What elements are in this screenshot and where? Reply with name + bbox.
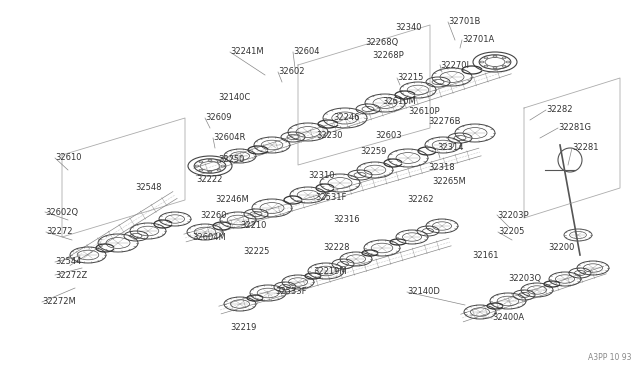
Text: 32314: 32314 — [437, 144, 463, 153]
Text: 32265M: 32265M — [432, 177, 466, 186]
Text: 32548: 32548 — [135, 183, 161, 192]
Text: 32210: 32210 — [240, 221, 266, 230]
Text: 32246M: 32246M — [215, 196, 249, 205]
Text: 32272M: 32272M — [42, 298, 76, 307]
Text: 32282: 32282 — [546, 106, 573, 115]
Text: 32316: 32316 — [333, 215, 360, 224]
Text: 32259: 32259 — [360, 148, 387, 157]
Text: A3PP 10 93: A3PP 10 93 — [589, 353, 632, 362]
Text: 32533F: 32533F — [275, 288, 307, 296]
Text: 32272Z: 32272Z — [55, 270, 87, 279]
Text: 32610M: 32610M — [382, 97, 416, 106]
Text: 32270I: 32270I — [440, 61, 469, 70]
Text: 32604M: 32604M — [192, 234, 226, 243]
Text: 32230: 32230 — [316, 131, 342, 140]
Text: 32272: 32272 — [46, 228, 72, 237]
Text: 32228: 32228 — [323, 244, 349, 253]
Text: 32161: 32161 — [472, 250, 499, 260]
Text: 32281G: 32281G — [558, 124, 591, 132]
Text: 32602Q: 32602Q — [45, 208, 78, 217]
Text: 32241M: 32241M — [230, 48, 264, 57]
Text: 32140C: 32140C — [218, 93, 250, 103]
Text: 32225: 32225 — [243, 247, 269, 257]
Text: 32400A: 32400A — [492, 314, 524, 323]
Text: 32268P: 32268P — [372, 51, 404, 60]
Text: 32281: 32281 — [572, 144, 598, 153]
Text: 32268Q: 32268Q — [365, 38, 398, 46]
Text: 32219M: 32219M — [313, 267, 347, 276]
Text: 32200: 32200 — [548, 244, 574, 253]
Text: 32215: 32215 — [397, 74, 424, 83]
Text: 32222: 32222 — [196, 176, 222, 185]
Text: 32603: 32603 — [375, 131, 402, 140]
Text: 32260: 32260 — [200, 211, 227, 219]
Text: 32609: 32609 — [205, 113, 232, 122]
Text: 32701B: 32701B — [448, 17, 481, 26]
Text: 32203Q: 32203Q — [508, 273, 541, 282]
Text: 32604: 32604 — [293, 48, 319, 57]
Text: 32250: 32250 — [218, 155, 244, 164]
Text: 32318: 32318 — [428, 164, 454, 173]
Text: 32262: 32262 — [407, 196, 433, 205]
Text: 32203P: 32203P — [497, 211, 529, 219]
Text: 32604R: 32604R — [213, 134, 245, 142]
Text: 32531F: 32531F — [315, 193, 346, 202]
Text: 32610: 32610 — [55, 154, 81, 163]
Text: 32544: 32544 — [55, 257, 81, 266]
Text: 32602: 32602 — [278, 67, 305, 77]
Text: 32140D: 32140D — [407, 288, 440, 296]
Text: 32219: 32219 — [230, 324, 257, 333]
Text: 32340: 32340 — [395, 23, 422, 32]
Text: 32205: 32205 — [498, 228, 524, 237]
Text: 32276B: 32276B — [428, 118, 461, 126]
Text: 32246: 32246 — [333, 113, 360, 122]
Text: 32310: 32310 — [308, 170, 335, 180]
Text: 32701A: 32701A — [462, 35, 494, 45]
Text: 32610P: 32610P — [408, 108, 440, 116]
